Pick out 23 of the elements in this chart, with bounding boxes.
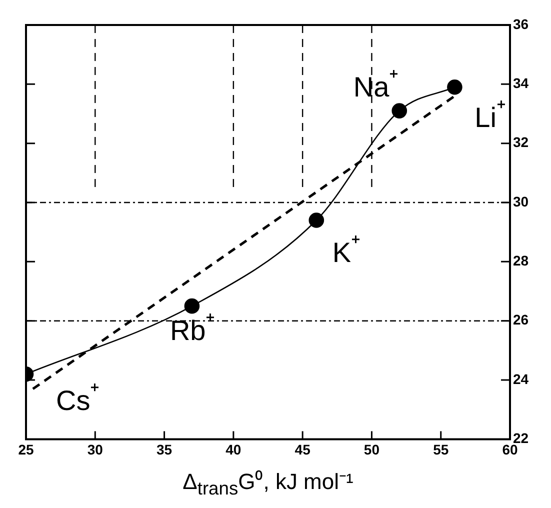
point (447, 79, 462, 95)
x-tick-label: 40 (226, 441, 242, 458)
annotation: Rb⁺ (170, 308, 215, 346)
annotation: Na⁺ (353, 66, 398, 103)
x-tick-label: 50 (364, 441, 380, 458)
y-tick-label: 24 (513, 370, 529, 387)
y-tick-label: 32 (513, 134, 529, 150)
point (392, 103, 408, 118)
x-axis-title: Δ$_{trans}$G⁰, kJ mol⁻¹ (182, 468, 354, 500)
y-tick-label: 34 (513, 75, 529, 92)
x-tick-label: 30 (87, 441, 104, 458)
x-tick-label: 55 (433, 441, 449, 458)
y-tick-label: 36 (513, 16, 529, 32)
annotation: Cs⁺ (56, 378, 100, 416)
y-tick-label: 28 (513, 252, 529, 269)
point (308, 212, 324, 228)
annotation: Li⁺ (474, 96, 506, 133)
x-tick-label: 25 (18, 441, 34, 458)
annotation: K⁺ (332, 230, 360, 268)
y-tick-label: 30 (513, 193, 529, 210)
x-tick-label: 45 (294, 441, 311, 458)
x-tick-label: 35 (156, 441, 172, 458)
y-tick-label: 26 (513, 312, 529, 328)
